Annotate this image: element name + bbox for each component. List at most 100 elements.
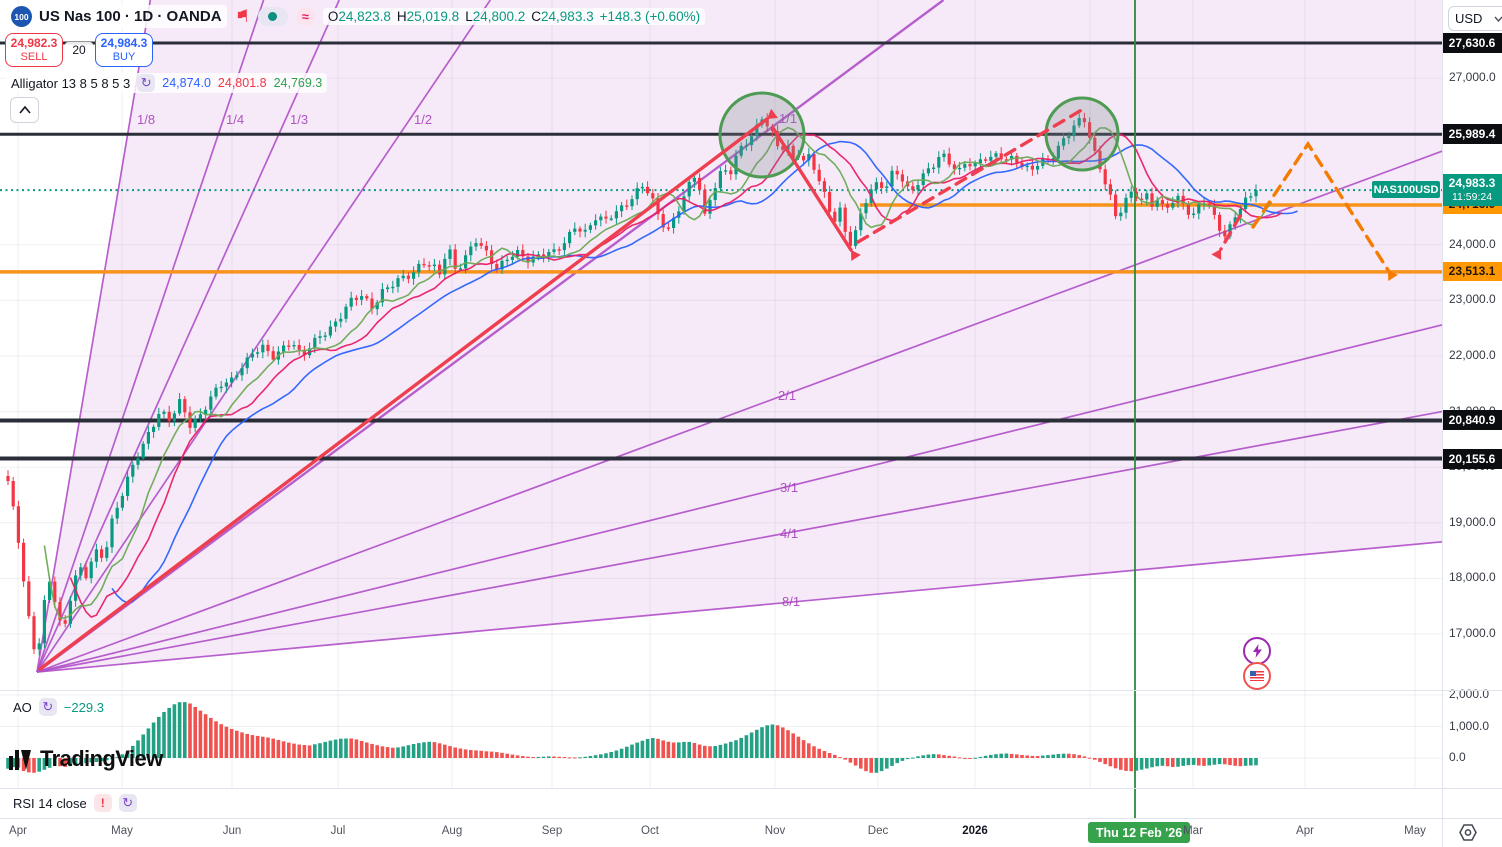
time-tick-label: Sep [541,825,563,837]
axis-settings-icon[interactable] [1458,823,1478,847]
spread-value: 20 [65,42,93,58]
time-tick-label: Apr [9,825,27,837]
gann-fan-label: 8/1 [782,594,800,609]
time-tick-label: Jul [330,825,346,837]
volatility-event-icon[interactable] [1243,637,1271,665]
price-level-badge: 20,155.6 [1442,448,1502,469]
currency-label: USD [1455,11,1483,26]
buy-button[interactable]: 24,984.3 BUY [95,33,153,67]
close-value: 24,983.3 [541,9,594,24]
gann-fan-label: 1/3 [290,112,308,127]
time-tick-label: 2026 [962,825,988,837]
high-label: H [396,9,407,24]
alligator-legend: Alligator 13 8 5 8 5 3 ↻ 24,874.0 24,801… [6,73,328,93]
price-level-badge: 20,840.9 [1442,410,1502,431]
price-tick-label: 22,000.0 [1449,348,1496,362]
gann-fan-label: 2/1 [778,388,796,403]
date-marker-badge[interactable]: Thu 12 Feb '26 [1088,822,1190,843]
refresh-icon[interactable]: ↻ [137,74,156,92]
bar-countdown: 11:59:24 [1451,191,1493,204]
symbol-title-chip[interactable]: 100 US Nas 100 · 1D · OANDA [6,5,227,28]
sell-price: 24,982.3 [10,35,58,50]
collapse-legend-button[interactable] [10,97,39,123]
price-tick-label: 18,000.0 [1449,570,1496,585]
trend-arrows [38,106,1398,671]
chevron-down-icon [1494,16,1502,22]
currency-dropdown[interactable]: USD [1448,6,1502,31]
high-value: 25,019.8 [406,9,460,24]
current-price-badge: 24,983.3 11:59:24 [1442,174,1502,207]
highlight-circles [718,91,1120,179]
flag-icon[interactable]: ⚑ [234,7,250,26]
time-tick-label: May [1404,825,1426,837]
price-axis-border [1442,0,1443,847]
tradingview-watermark: TradingView [8,746,163,772]
sell-button[interactable]: 24,982.3 SELL [5,33,63,67]
time-tick-label: May [111,825,133,837]
open-label: O [327,9,339,24]
price-level-badge: 25,989.4 [1442,124,1502,145]
change-value: +148.3 (+0.60%) [599,9,701,24]
rsi-label: RSI 14 close [13,795,87,811]
time-tick-label: Oct [641,825,659,837]
us-flag-icon [1250,671,1264,681]
rsi-pane-legend: RSI 14 close ! ↻ [8,793,142,813]
time-tick-label: Nov [764,825,786,837]
symbol-header: 100 US Nas 100 · 1D · OANDA ⚑ ≈ O24,823.… [6,5,706,28]
alligator-lips-value: 24,769.3 [273,76,323,90]
pane-divider[interactable] [0,690,1502,691]
time-tick-label: Mar [1183,825,1203,837]
warning-icon[interactable]: ! [93,794,112,812]
gann-fan-label: 1/1 [779,111,797,126]
time-tick-label: Apr [1296,825,1314,837]
price-level-badge: 23,513.1 [1442,261,1502,281]
low-label: L [465,9,473,24]
ao-pane-legend: AO ↻ −229.3 [8,697,109,717]
gann-fan-label: 1/4 [226,112,244,127]
price-level-badge: 27,630.6 [1442,32,1502,53]
current-price-value: 24,983.3 [1448,176,1496,191]
price-tick-label: 19,000.0 [1449,514,1496,529]
symbol-logo-icon: 100 [11,6,32,27]
refresh-icon[interactable]: ↻ [118,794,137,812]
alligator-legend-chip[interactable]: Alligator 13 8 5 8 5 3 ↻ 24,874.0 24,801… [6,73,328,93]
low-value: 24,800.2 [472,9,526,24]
alligator-jaw-value: 24,874.0 [162,76,211,90]
ao-histogram [6,702,1258,773]
buy-price: 24,984.3 [100,35,148,50]
tradingview-logo-icon [9,750,31,770]
gann-fan-label: 3/1 [780,480,798,495]
price-tick-label: 17,000.0 [1449,626,1496,640]
time-tick-label: Aug [441,825,463,837]
alligator-lips-line [43,126,1273,619]
alligator-label: Alligator 13 8 5 8 5 3 [11,75,131,91]
price-tick-label: 24,000.0 [1449,236,1496,251]
trade-panel: 24,982.3 SELL 20 24,984.3 BUY [5,33,153,67]
ao-tick-label: 1,000.0 [1449,718,1490,733]
notification-dot-icon[interactable] [257,7,288,26]
close-label: C [531,9,542,24]
buy-label: BUY [112,50,136,63]
ohlc-readout: O24,823.8 H25,019.8 L24,800.2 C24,983.3 … [322,8,706,25]
approx-price-icon[interactable]: ≈ [295,7,315,26]
time-tick-label: Dec [867,825,889,837]
price-axis[interactable]: USD 27,000.024,000.023,000.022,000.021,0… [1442,0,1502,818]
lightning-bolt-icon [1252,644,1262,658]
pane-divider[interactable] [0,788,1502,789]
time-axis-border [0,818,1502,819]
rsi-legend-chip[interactable]: RSI 14 close ! ↻ [8,793,142,813]
gann-fan-label: 1/8 [137,112,155,127]
gann-fan-label: 1/2 [414,112,432,127]
ao-value: −229.3 [63,699,104,715]
us-economic-event-icon[interactable] [1243,662,1271,690]
symbol-price-tag: NAS100USD [1372,181,1440,199]
refresh-icon[interactable]: ↻ [38,698,57,716]
ao-tick-label: 0.0 [1449,750,1466,764]
ao-legend-chip[interactable]: AO ↻ −229.3 [8,697,109,717]
sell-label: SELL [20,50,48,63]
symbol-title[interactable]: US Nas 100 · 1D · OANDA [39,8,222,25]
gann-fan-label: 4/1 [780,526,798,541]
time-axis[interactable]: Thu 12 Feb '26 Apr May Jun Jul Aug Sep Oct Nov D… [0,818,1502,847]
